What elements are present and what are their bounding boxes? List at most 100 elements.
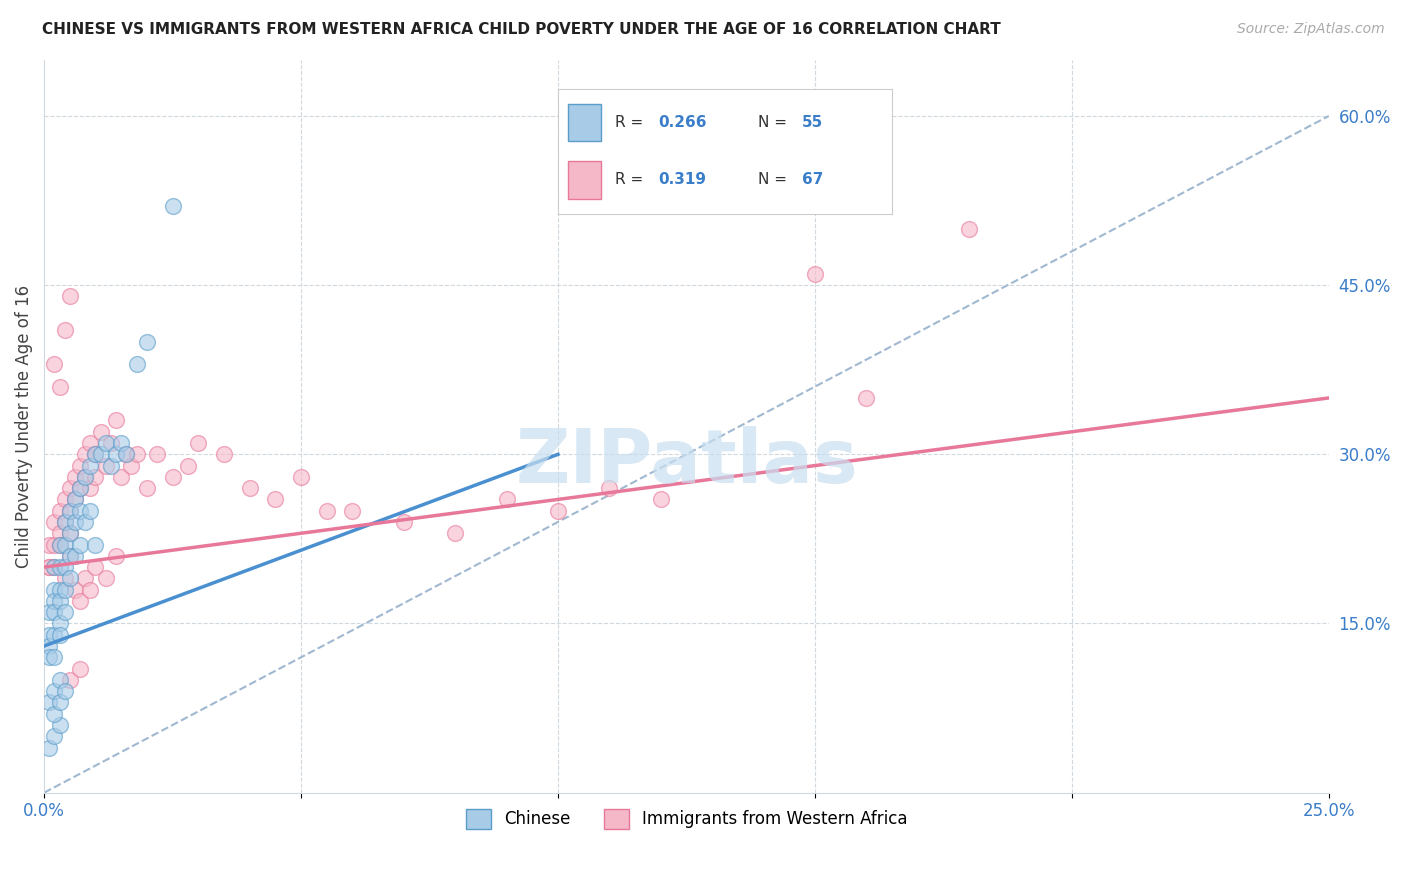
Point	[48, 537, 70, 551]
Point	[100, 436, 122, 450]
Point	[84, 560, 107, 574]
Point	[44, 560, 66, 574]
Point	[855, 391, 877, 405]
Point	[53, 684, 76, 698]
Point	[69, 504, 91, 518]
Point	[59, 526, 82, 541]
Point	[84, 470, 107, 484]
Point	[100, 458, 122, 473]
Point	[125, 357, 148, 371]
Point	[75, 470, 97, 484]
Point	[59, 571, 82, 585]
Point	[121, 458, 143, 473]
Text: CHINESE VS IMMIGRANTS FROM WESTERN AFRICA CHILD POVERTY UNDER THE AGE OF 16 CORR: CHINESE VS IMMIGRANTS FROM WESTERN AFRIC…	[42, 22, 1001, 37]
Point	[69, 481, 91, 495]
Point	[115, 447, 138, 461]
Point	[105, 413, 128, 427]
Point	[69, 662, 91, 676]
Point	[48, 594, 70, 608]
Point	[75, 571, 97, 585]
Point	[115, 447, 138, 461]
Point	[146, 447, 169, 461]
Point	[63, 470, 86, 484]
Point	[84, 447, 107, 461]
Point	[48, 560, 70, 574]
Point	[598, 481, 620, 495]
Point	[264, 492, 287, 507]
Point	[59, 481, 82, 495]
Point	[239, 481, 262, 495]
Point	[94, 571, 117, 585]
Point	[135, 481, 157, 495]
Point	[110, 436, 132, 450]
Point	[38, 628, 60, 642]
Point	[48, 673, 70, 687]
Point	[79, 436, 101, 450]
Point	[177, 458, 200, 473]
Point	[79, 481, 101, 495]
Point	[44, 650, 66, 665]
Point	[44, 628, 66, 642]
Point	[315, 504, 337, 518]
Text: Source: ZipAtlas.com: Source: ZipAtlas.com	[1237, 22, 1385, 37]
Point	[63, 515, 86, 529]
Point	[75, 447, 97, 461]
Point	[187, 436, 209, 450]
Point	[105, 549, 128, 563]
Point	[53, 323, 76, 337]
Point	[75, 470, 97, 484]
Point	[53, 605, 76, 619]
Point	[212, 447, 235, 461]
Point	[48, 504, 70, 518]
Point	[53, 560, 76, 574]
Point	[495, 492, 517, 507]
Point	[53, 571, 76, 585]
Point	[48, 537, 70, 551]
Point	[38, 639, 60, 653]
Point	[59, 504, 82, 518]
Point	[90, 447, 112, 461]
Point	[290, 470, 312, 484]
Point	[59, 526, 82, 541]
Point	[44, 515, 66, 529]
Point	[90, 425, 112, 439]
Point	[44, 560, 66, 574]
Point	[53, 515, 76, 529]
Point	[75, 515, 97, 529]
Point	[48, 695, 70, 709]
Point	[44, 706, 66, 721]
Point	[44, 729, 66, 743]
Point	[53, 492, 76, 507]
Y-axis label: Child Poverty Under the Age of 16: Child Poverty Under the Age of 16	[15, 285, 32, 567]
Point	[38, 740, 60, 755]
Point	[38, 537, 60, 551]
Point	[44, 357, 66, 371]
Point	[84, 537, 107, 551]
Point	[79, 458, 101, 473]
Point	[59, 549, 82, 563]
Point	[59, 673, 82, 687]
Point	[38, 650, 60, 665]
Point	[59, 289, 82, 303]
Point	[48, 379, 70, 393]
Point	[53, 537, 76, 551]
Point	[53, 515, 76, 529]
Point	[69, 537, 91, 551]
Point	[38, 605, 60, 619]
Point	[69, 481, 91, 495]
Point	[38, 560, 60, 574]
Point	[162, 470, 184, 484]
Point	[650, 492, 672, 507]
Point	[63, 549, 86, 563]
Point	[125, 447, 148, 461]
Point	[135, 334, 157, 349]
Point	[79, 582, 101, 597]
Point	[38, 560, 60, 574]
Point	[69, 594, 91, 608]
Point	[547, 504, 569, 518]
Point	[44, 537, 66, 551]
Point	[48, 616, 70, 631]
Point	[94, 458, 117, 473]
Point	[38, 695, 60, 709]
Point	[105, 447, 128, 461]
